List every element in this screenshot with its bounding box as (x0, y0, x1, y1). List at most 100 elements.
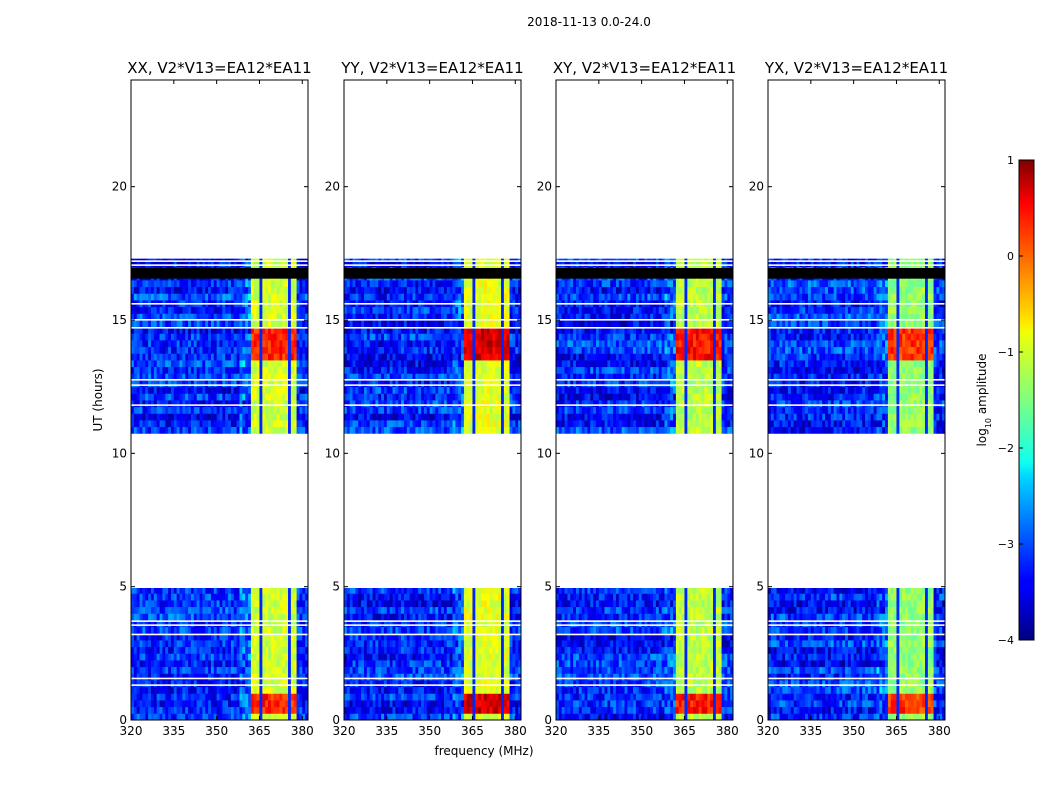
heatmap-cell (483, 686, 488, 694)
heatmap-cells (131, 258, 308, 720)
heatmap-cell (478, 633, 482, 641)
heatmap-cell (403, 626, 408, 634)
heatmap-cell (202, 320, 206, 328)
heatmap-cell (173, 333, 178, 341)
heatmap-cell (193, 326, 198, 334)
heatmap-cell (153, 400, 158, 408)
heatmap-cell (148, 360, 152, 368)
heatmap-cell (222, 426, 226, 434)
heatmap-cell (242, 340, 246, 348)
heatmap-cell (395, 593, 399, 601)
heatmap-cell (423, 653, 428, 661)
heatmap-cell (208, 620, 212, 628)
heatmap-cell (412, 606, 416, 614)
heatmap-cell (150, 588, 155, 594)
heatmap-cell (361, 606, 365, 614)
heatmap-cell (383, 588, 388, 594)
heatmap-cell (222, 706, 226, 714)
heatmap-cell (412, 633, 416, 641)
heatmap-cell (239, 420, 243, 428)
heatmap-cell (478, 600, 482, 608)
heatmap-cell (222, 258, 226, 261)
heatmap-cell (412, 360, 416, 368)
heatmap-cell (344, 646, 348, 654)
heatmap-cell (253, 313, 258, 321)
heatmap-cell (509, 606, 513, 614)
heatmap-cell (276, 373, 280, 381)
heatmap-cell (148, 373, 152, 381)
heatmap-cell (228, 593, 232, 601)
heatmap-cell (290, 333, 295, 341)
heatmap-cell (372, 360, 376, 368)
heatmap-cell (501, 406, 505, 414)
heatmap-cell (268, 406, 272, 414)
heatmap-cell (432, 393, 436, 401)
heatmap-cell (288, 360, 292, 368)
heatmap-cell (219, 313, 223, 321)
heatmap-cell (131, 713, 135, 720)
heatmap-cell (190, 306, 195, 314)
heatmap-cell (366, 606, 371, 614)
heatmap-cell (375, 706, 379, 714)
heatmap-cell (455, 380, 459, 388)
heatmap-cell (495, 420, 499, 428)
y-tick-label: 20 (112, 180, 127, 194)
heatmap-cell (182, 426, 186, 434)
heatmap-cell (268, 413, 272, 421)
heatmap-cell (472, 400, 476, 408)
heatmap-cell (403, 700, 408, 708)
heatmap-cell (230, 588, 235, 594)
heatmap-cell (398, 600, 402, 608)
heatmap-cell (213, 286, 218, 294)
heatmap-cell (288, 686, 292, 694)
heatmap-cell (372, 413, 376, 421)
heatmap-cell (219, 393, 223, 401)
heatmap-cell (276, 700, 280, 708)
heatmap-cell (472, 406, 476, 414)
heatmap-cell (208, 360, 212, 368)
heatmap-cell (262, 280, 266, 288)
heatmap-cell (498, 426, 502, 434)
heatmap-cell (509, 393, 513, 401)
heatmap-cell (429, 686, 433, 694)
heatmap-cell (506, 420, 510, 428)
heatmap-cell (168, 360, 172, 368)
heatmap-cell (489, 393, 493, 401)
heatmap-cell (469, 346, 473, 354)
heatmap-cell (483, 380, 488, 388)
heatmap-cell (418, 360, 422, 368)
heatmap-cell (344, 413, 348, 421)
heatmap-cell (293, 706, 297, 714)
heatmap-cell (222, 306, 226, 314)
heatmap-cell (265, 306, 269, 314)
heatmap-cell (389, 686, 393, 694)
heatmap-cell (461, 380, 465, 388)
heatmap-cell (245, 613, 249, 621)
heatmap-cell (242, 588, 246, 594)
heatmap-cell (515, 613, 519, 621)
heatmap-cell (302, 626, 306, 634)
heatmap-cell (159, 386, 163, 394)
heatmap-cell (162, 653, 166, 661)
heatmap-cell (256, 306, 260, 314)
heatmap-cell (483, 646, 488, 654)
heatmap-cell (179, 260, 183, 268)
heatmap-cell (409, 406, 413, 414)
heatmap-cell (268, 613, 272, 621)
heatmap-cell (228, 413, 232, 421)
heatmap-cell (463, 673, 468, 681)
heatmap-cell (302, 280, 306, 288)
heatmap-cell (443, 713, 448, 720)
heatmap-cell (133, 640, 138, 648)
heatmap-cell (296, 413, 300, 421)
heatmap-cell (142, 713, 146, 720)
heatmap-cell (469, 613, 473, 621)
heatmap-cell (202, 620, 206, 628)
heatmap-cell (153, 673, 158, 681)
heatmap-cell (515, 606, 519, 614)
heatmap-cell (509, 373, 513, 381)
heatmap-cell (438, 588, 442, 594)
heatmap-cell (463, 588, 468, 594)
heatmap-cell (392, 588, 396, 594)
heatmap-cell (429, 588, 433, 594)
